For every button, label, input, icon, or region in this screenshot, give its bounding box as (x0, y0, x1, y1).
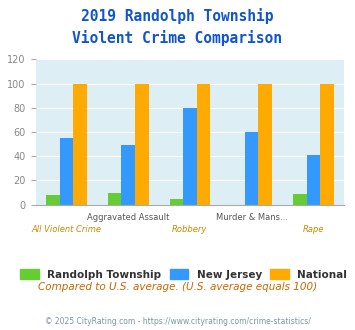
Bar (60, 138, 73, 205)
Bar (170, 199, 183, 205)
Legend: Randolph Township, New Jersey, National: Randolph Township, New Jersey, National (16, 265, 351, 284)
Text: Compared to U.S. average. (U.S. average equals 100): Compared to U.S. average. (U.S. average … (38, 282, 317, 292)
Bar (320, 83, 334, 205)
Bar (46, 195, 60, 205)
Text: Robbery: Robbery (172, 225, 208, 234)
Bar (135, 83, 148, 205)
Text: All Violent Crime: All Violent Crime (31, 225, 102, 234)
Bar (121, 145, 135, 205)
Text: Rape: Rape (303, 225, 324, 234)
Text: Violent Crime Comparison: Violent Crime Comparison (72, 30, 283, 46)
Bar (293, 194, 307, 205)
Bar (245, 132, 258, 205)
Text: 2019 Randolph Township: 2019 Randolph Township (81, 8, 274, 24)
Text: Aggravated Assault: Aggravated Assault (87, 213, 169, 222)
Bar (183, 108, 197, 205)
Bar (197, 83, 210, 205)
Bar (73, 83, 87, 205)
Text: © 2025 CityRating.com - https://www.cityrating.com/crime-statistics/: © 2025 CityRating.com - https://www.city… (45, 317, 310, 326)
Text: Murder & Mans...: Murder & Mans... (216, 213, 288, 222)
Bar (258, 83, 272, 205)
Bar (307, 155, 320, 205)
Bar (108, 192, 121, 205)
